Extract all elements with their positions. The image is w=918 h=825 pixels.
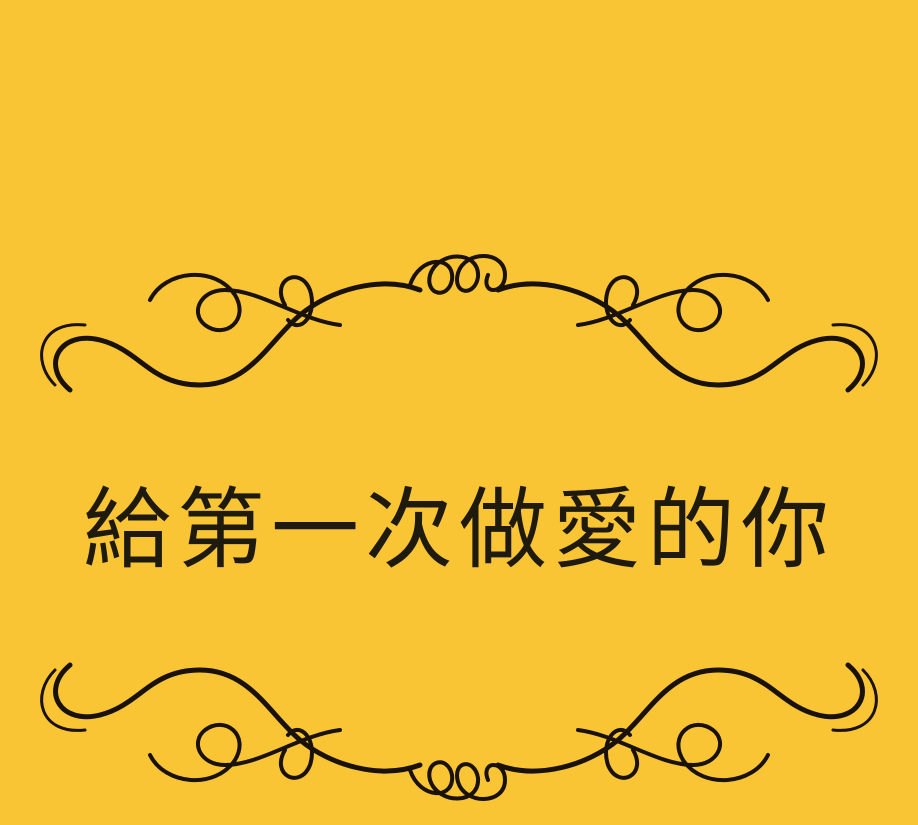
flourish-divider-bottom bbox=[40, 662, 878, 801]
page-title: 給第一次做愛的你 bbox=[82, 478, 835, 581]
flourish-divider-top bbox=[40, 254, 878, 393]
